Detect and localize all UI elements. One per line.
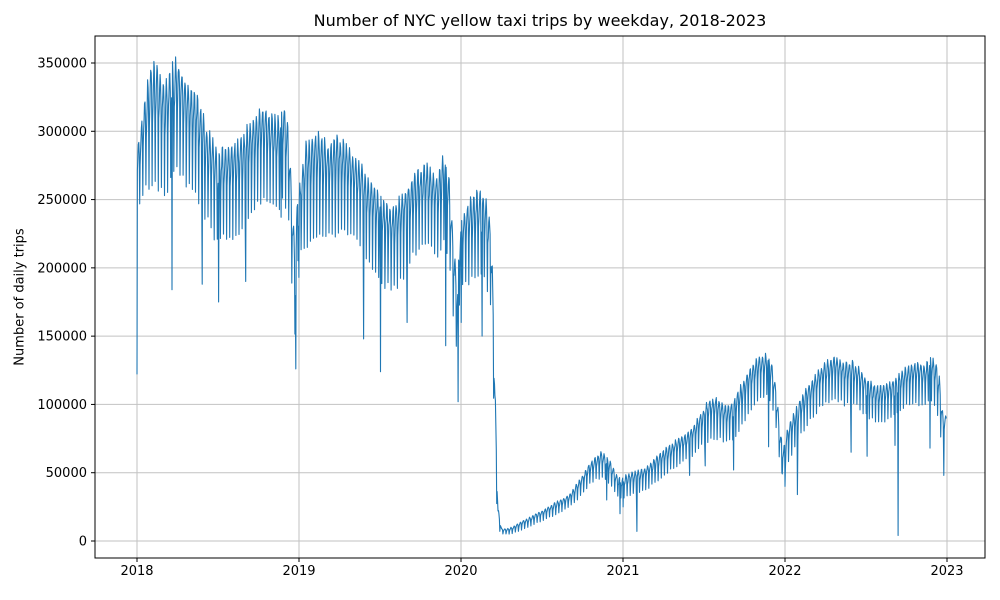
chart-title: Number of NYC yellow taxi trips by weekd… xyxy=(313,11,767,30)
x-tick-label: 2020 xyxy=(444,564,477,579)
y-tick-label: 100000 xyxy=(37,398,87,413)
y-tick-label: 0 xyxy=(79,535,87,550)
plot-border xyxy=(94,35,986,559)
y-tick-label: 350000 xyxy=(37,57,87,72)
y-tick-label: 50000 xyxy=(46,466,87,481)
y-tick-label: 200000 xyxy=(37,261,87,276)
x-tick-label: 2022 xyxy=(768,564,801,579)
x-tick-label: 2019 xyxy=(282,564,315,579)
x-tick-label: 2018 xyxy=(120,564,153,579)
taxi-trips-line xyxy=(136,56,947,537)
x-tick-label: 2021 xyxy=(606,564,639,579)
y-tick-label: 150000 xyxy=(37,330,87,345)
y-tick-label: 250000 xyxy=(37,193,87,208)
x-tick-label: 2023 xyxy=(930,564,963,579)
y-tick-label: 300000 xyxy=(37,125,87,140)
